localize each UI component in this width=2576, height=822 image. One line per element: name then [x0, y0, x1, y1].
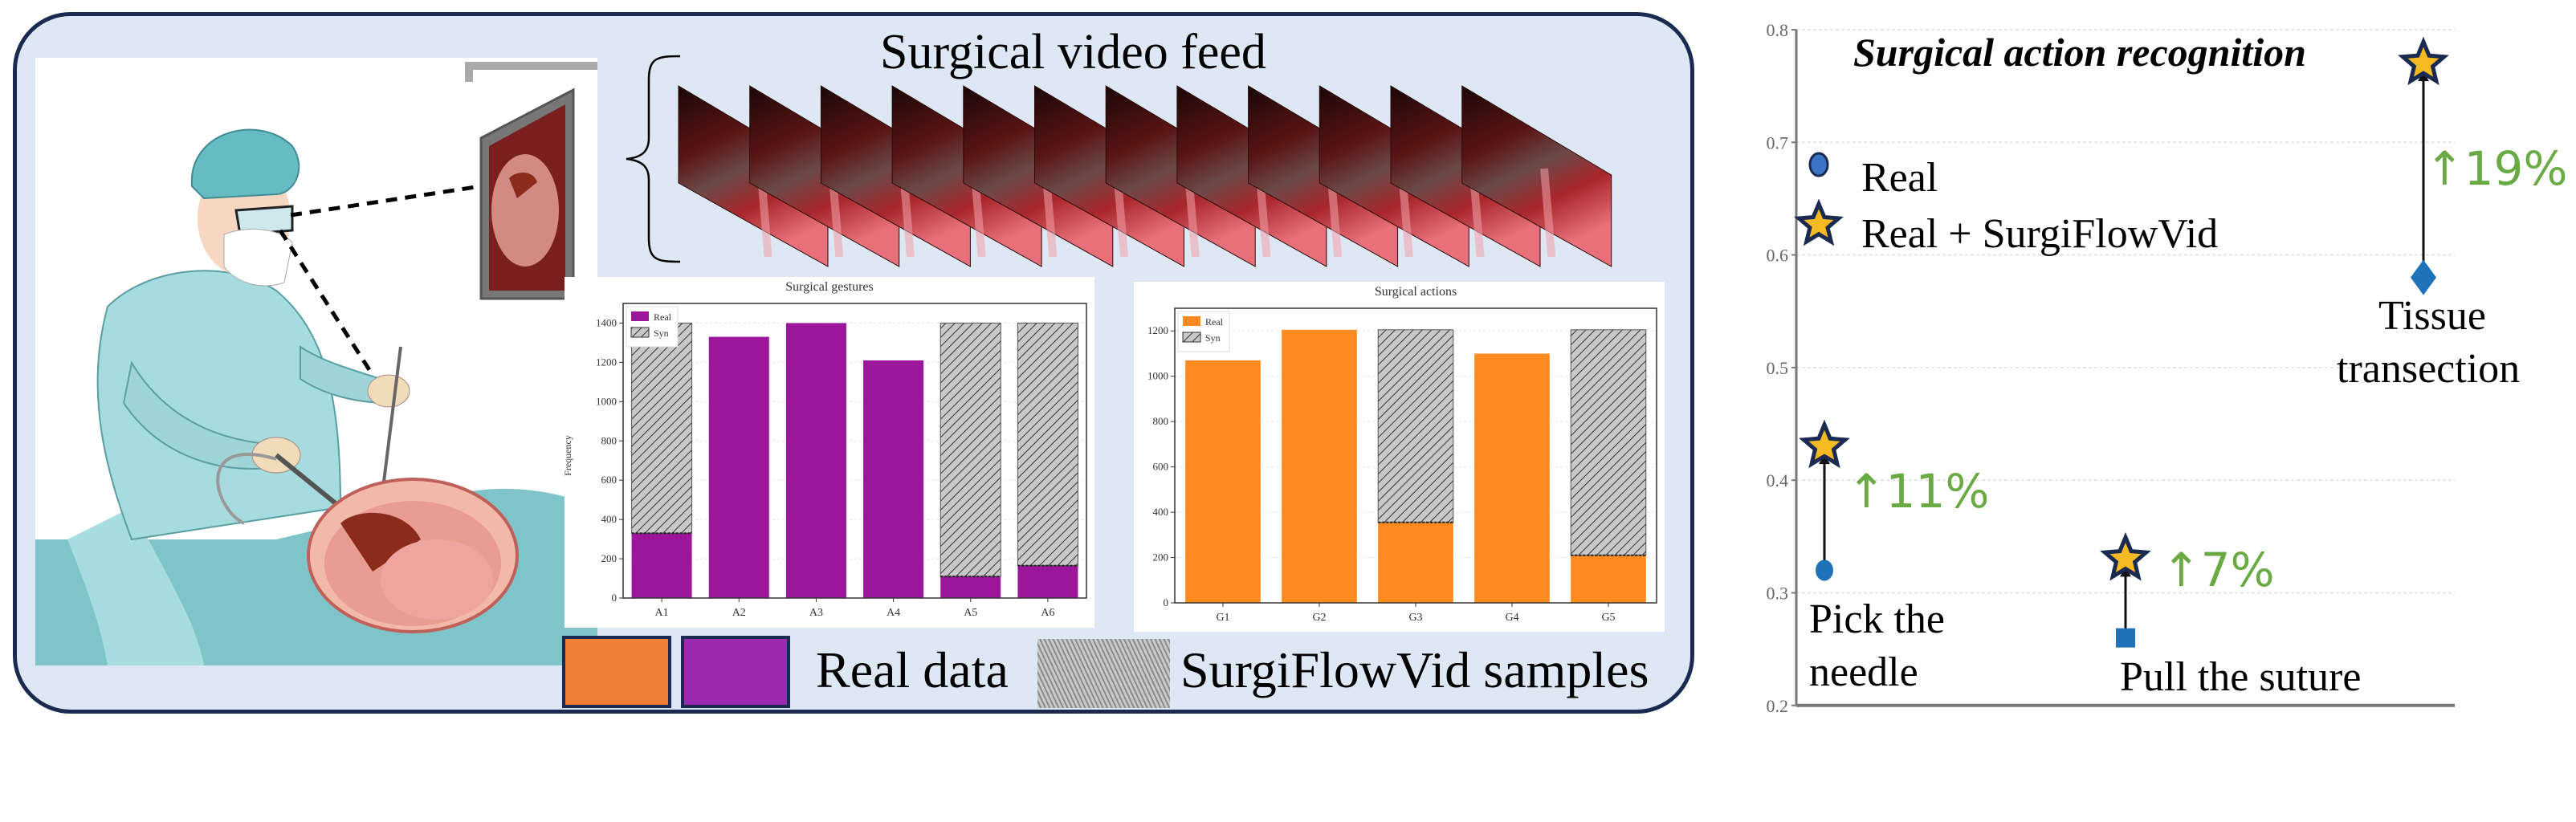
task-label-tissue-line1: Tissue: [2378, 293, 2486, 339]
gestures-y-tick-label: 400: [601, 513, 618, 525]
gain-pull-suture: ↑7%: [2162, 543, 2275, 597]
real-point-diamond: [2411, 259, 2436, 295]
gestures-y-axis-label: Frequency: [561, 435, 573, 476]
gestures-x-tick-label: A6: [1041, 607, 1054, 619]
recognition-y-tick-label: 0.7: [1767, 132, 1789, 153]
gestures-bar-syn: [1017, 322, 1078, 567]
video-feed-title: Surgical video feed: [880, 25, 1266, 79]
actions-y-tick-label: 400: [1153, 506, 1169, 518]
gestures-bar-real: [863, 360, 924, 598]
actions-bar-syn: [1570, 329, 1647, 556]
gestures-bar-real: [785, 323, 846, 598]
gestures-legend-syn-label: Syn: [654, 328, 669, 339]
augmented-point-star-icon: [2398, 36, 2449, 86]
video-frames: [626, 55, 1612, 267]
actions-bar-real: [1185, 360, 1261, 603]
actions-x-tick-label: G1: [1216, 612, 1229, 624]
actions-bar-real: [1378, 522, 1453, 603]
actions-legend-real-swatch: [1183, 316, 1200, 326]
actions-legend-syn-swatch: [1182, 332, 1201, 343]
actions-x-tick-label: G4: [1505, 612, 1518, 624]
improvement-arrowhead: [1819, 454, 1830, 465]
gestures-x-tick-label: A2: [732, 607, 746, 619]
gestures-chart: 0 200 400 600 800 1000 1200 1400 A1 A2 A3 A4 A5 A6 Rea…: [596, 303, 1087, 619]
gestures-y-tick-label: 800: [601, 434, 618, 446]
recognition-y-tick-label: 0.3: [1767, 584, 1789, 604]
legend-real-label: Real data: [816, 641, 1009, 698]
gestures-x-tick-label: A4: [887, 607, 900, 619]
gestures-legend-syn-swatch: [630, 327, 650, 338]
task-label-tissue-line2: transection: [2337, 346, 2521, 392]
actions-bar-real: [1474, 353, 1550, 603]
gestures-bar-real: [708, 336, 769, 598]
actions-chart: 0 200 400 600 800 1000 1200 G1 G2 G3 G4 G5 Real Syn: [1147, 307, 1657, 624]
actions-x-tick-label: G2: [1312, 612, 1326, 624]
gestures-x-tick-label: A5: [964, 607, 977, 619]
gestures-y-tick-label: 1400: [596, 316, 617, 328]
legend-syn-label: SurgiFlowVid samples: [1180, 641, 1649, 698]
actions-y-tick-label: 600: [1153, 461, 1169, 473]
recognition-chart-title: Surgical action recognition: [1853, 30, 2306, 75]
improvement-arrowhead: [2418, 71, 2429, 82]
recognition-chart: 0.2 0.3 0.4 0.5 0.6 0.7 0.8: [1767, 20, 2455, 716]
recognition-y-tick-label: 0.6: [1767, 246, 1789, 266]
gestures-bar-syn: [631, 322, 693, 534]
gestures-y-tick-label: 600: [601, 474, 618, 486]
legend-syn-swatch: [1037, 639, 1170, 708]
real-point-circle: [1816, 560, 1833, 581]
surgeon-illustration: [35, 58, 597, 665]
gestures-y-tick-label: 1200: [596, 356, 617, 368]
actions-x-tick-label: G3: [1408, 612, 1422, 624]
legend-real-marker: [1808, 152, 1829, 177]
task-label-pull: Pull the suture: [2120, 654, 2362, 700]
gain-pick-needle: ↑11%: [1847, 464, 1990, 519]
legend-augmented-star-icon: [1794, 198, 1844, 246]
actions-bar-real: [1282, 329, 1357, 603]
task-label-pick-line2: needle: [1809, 649, 1918, 695]
legend-real-orange-swatch: [562, 636, 671, 708]
actions-chart-title: Surgical actions: [1374, 285, 1457, 299]
actions-y-tick-label: 1000: [1147, 370, 1168, 382]
recognition-y-tick-label: 0.8: [1767, 20, 1789, 40]
gestures-bar-real: [631, 533, 692, 598]
actions-legend-real-label: Real: [1205, 316, 1224, 328]
recognition-y-tick-label: 0.4: [1767, 470, 1789, 490]
actions-y-tick-label: 1200: [1147, 324, 1168, 336]
recognition-y-tick-label: 0.2: [1767, 696, 1789, 716]
actions-bar-real: [1571, 555, 1646, 603]
task-label-pick-line1: Pick the: [1809, 596, 1945, 642]
gestures-legend-real-swatch: [631, 311, 649, 321]
gestures-bar-real: [1017, 565, 1078, 598]
gestures-axes-frame: [622, 303, 1087, 599]
legend-augmented-text: Real + SurgiFlowVid: [1861, 211, 2219, 257]
actions-axes-frame: [1174, 307, 1657, 604]
actions-y-tick-label: 800: [1153, 415, 1169, 427]
gestures-x-tick-label: A3: [809, 607, 823, 619]
augmented-point-star-icon: [1799, 419, 1850, 469]
gestures-y-tick-label: 200: [601, 552, 618, 564]
improvement-arrowhead: [2120, 567, 2131, 577]
brace: [626, 55, 681, 263]
real-point-square: [2116, 628, 2135, 648]
legend-real-text: Real: [1861, 155, 1938, 201]
actions-legend-syn-label: Syn: [1205, 332, 1221, 344]
legend-real-purple-swatch: [681, 636, 790, 708]
gestures-legend-real-label: Real: [654, 311, 672, 323]
actions-y-tick-label: 0: [1164, 596, 1169, 608]
frame-highlight: [1540, 168, 1556, 258]
gestures-bar-real: [940, 576, 1001, 598]
gestures-y-tick-label: 1000: [596, 395, 617, 407]
augmented-point-star-icon: [2100, 531, 2151, 581]
actions-bar-syn: [1377, 329, 1454, 523]
actions-x-tick-label: G5: [1601, 612, 1615, 624]
gain-tissue-transection: ↑19%: [2425, 141, 2568, 196]
video-frame: [1461, 85, 1612, 267]
actions-y-tick-label: 200: [1153, 551, 1169, 564]
gestures-bar-syn: [940, 322, 1001, 577]
recognition-y-tick-label: 0.5: [1767, 358, 1789, 378]
gestures-chart-title: Surgical gestures: [785, 280, 874, 294]
gestures-x-tick-label: A1: [655, 607, 669, 619]
gestures-y-tick-label: 0: [612, 592, 618, 604]
